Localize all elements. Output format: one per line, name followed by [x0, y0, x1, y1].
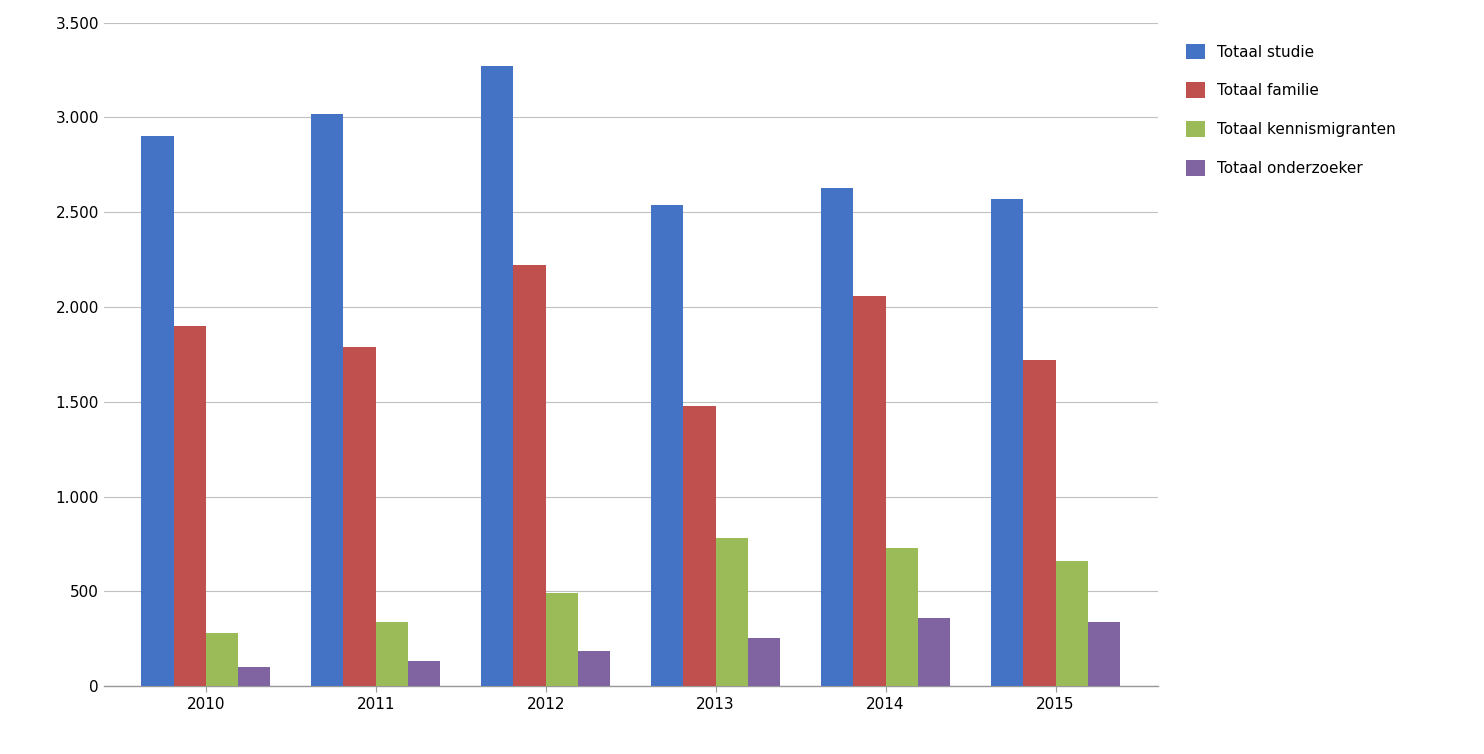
Bar — [821, 188, 853, 686]
Bar — [919, 618, 950, 686]
Bar — [174, 326, 206, 686]
Bar — [237, 667, 270, 686]
Bar — [991, 199, 1024, 686]
Bar — [1055, 561, 1088, 686]
Bar — [408, 661, 441, 686]
Bar — [546, 593, 579, 686]
Bar — [1024, 360, 1055, 686]
Bar — [141, 136, 174, 686]
Bar — [579, 651, 610, 686]
Bar — [312, 114, 343, 686]
Bar — [1088, 622, 1120, 686]
Bar — [206, 633, 237, 686]
Bar — [683, 406, 715, 686]
Bar — [513, 265, 546, 686]
Bar — [748, 638, 781, 686]
Bar — [375, 622, 408, 686]
Bar — [715, 538, 748, 686]
Bar — [651, 204, 683, 686]
Bar — [886, 547, 919, 686]
Bar — [481, 66, 513, 686]
Bar — [343, 347, 375, 686]
Legend: Totaal studie, Totaal familie, Totaal kennismigranten, Totaal onderzoeker: Totaal studie, Totaal familie, Totaal ke… — [1178, 36, 1404, 184]
Bar — [853, 296, 886, 686]
